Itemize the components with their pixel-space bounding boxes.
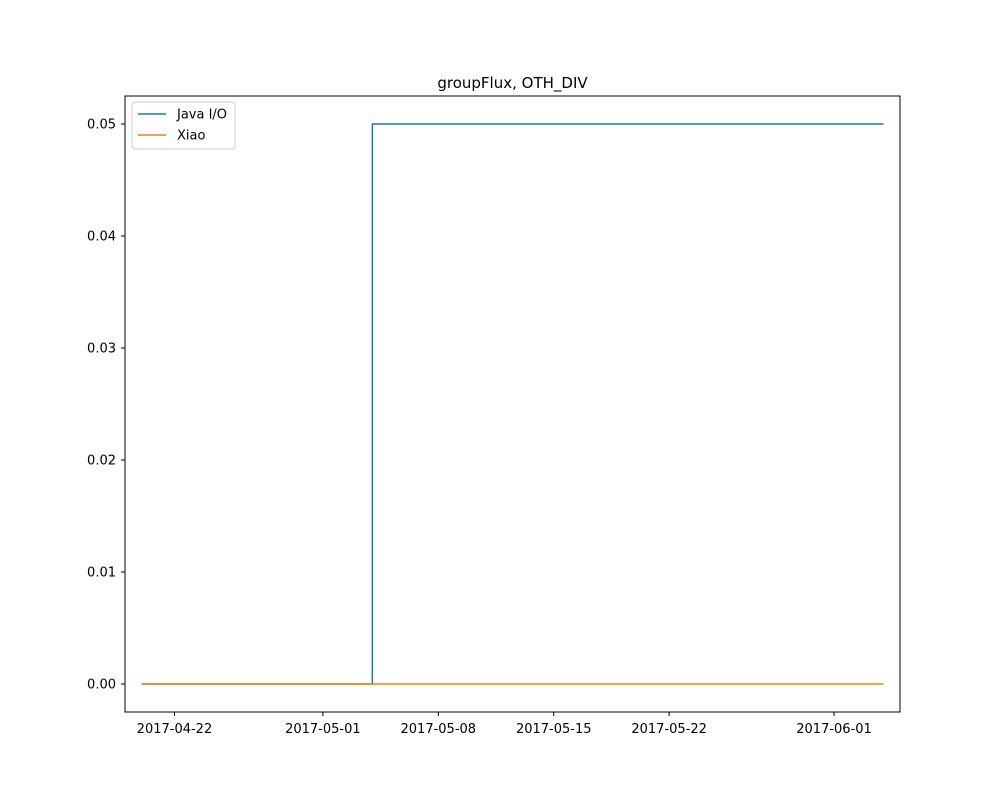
axes-frame: [124, 95, 901, 713]
series-layer: [141, 123, 884, 685]
y-tick-label: 0.05: [87, 118, 116, 133]
x-tick-label: 2017-04-22: [137, 722, 213, 737]
x-tick-label: 2017-05-01: [285, 722, 361, 737]
y-tick-label: 0.01: [87, 566, 116, 581]
x-tick-label: 2017-05-08: [401, 722, 477, 737]
y-tick-label: 0.03: [87, 342, 116, 357]
legend: Java I/O Xiao: [131, 101, 236, 150]
y-tick-label: 0.00: [87, 678, 116, 693]
x-axis: 2017-04-22 2017-05-01 2017-05-08 2017-05-15…: [137, 712, 872, 737]
x-tick-label: 2017-05-15: [516, 722, 592, 737]
y-axis: 0.00 0.01 0.02 0.03 0.04 0.05: [87, 118, 125, 693]
x-tick-label: 2017-05-22: [631, 722, 707, 737]
legend-label-java-io: Java I/O: [176, 108, 227, 123]
chart-title: groupFlux, OTH_DIV: [437, 74, 588, 93]
y-tick-label: 0.02: [87, 454, 116, 469]
x-tick-label: 2017-06-01: [796, 722, 872, 737]
y-tick-label: 0.04: [87, 230, 116, 245]
plot-area: [124, 95, 901, 713]
legend-label-xiao: Xiao: [177, 129, 205, 144]
